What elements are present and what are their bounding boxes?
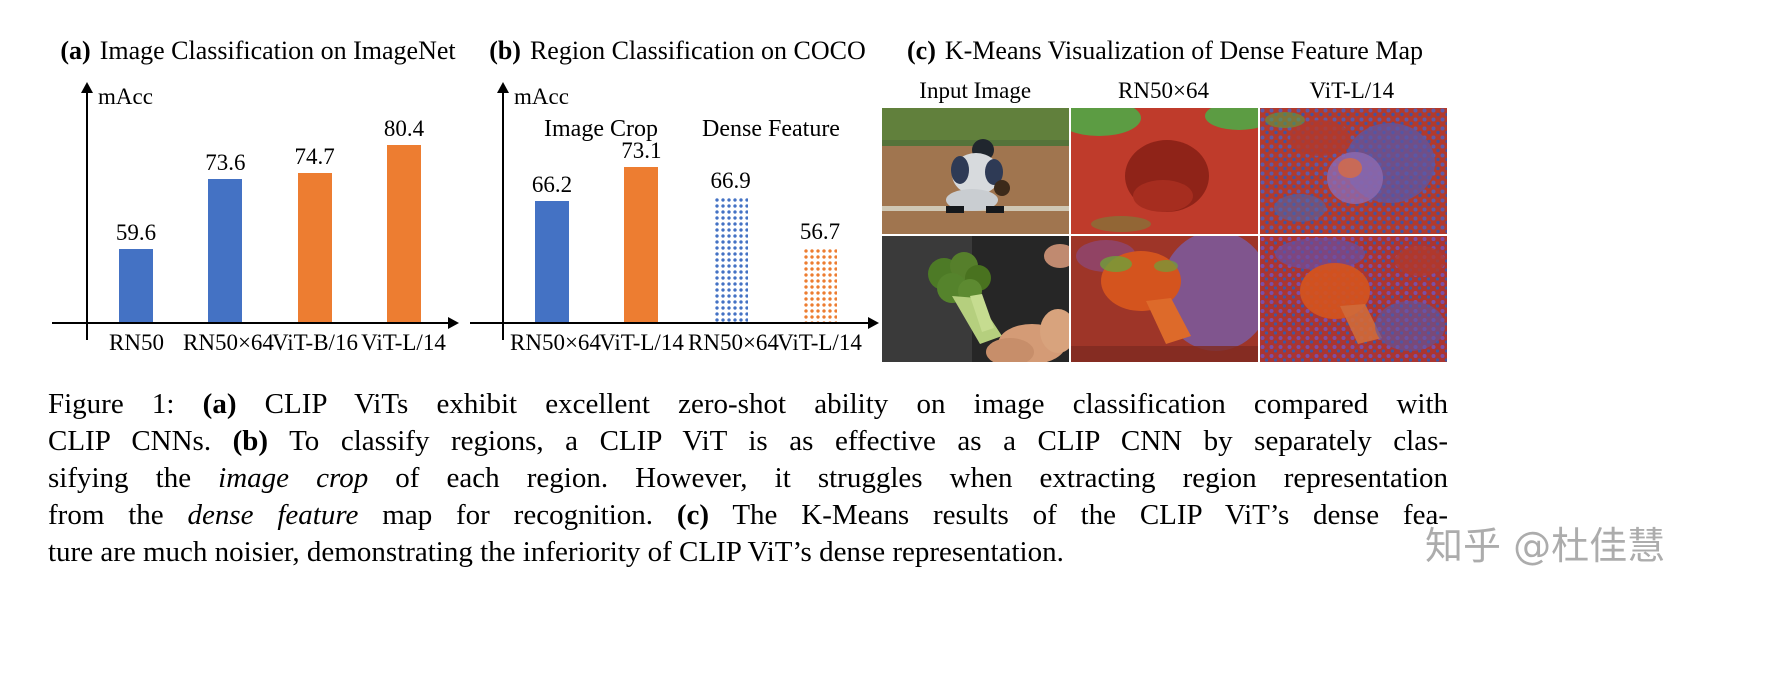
column-header-rn50x64: RN50×64: [1118, 78, 1209, 103]
x-tick-label: ViT-B/16: [272, 330, 358, 355]
bar-group-label: Dense Feature: [702, 116, 840, 142]
figure-caption: Figure 1: (a) CLIP ViTs exhibit excellen…: [48, 386, 1448, 571]
caption-text-segment: sifying the: [48, 462, 219, 494]
bar-value-label: 56.7: [799, 219, 841, 244]
bar-RN50×64-1: 73.6: [189, 150, 261, 322]
caption-line-4: from the dense feature map for recogniti…: [48, 497, 1448, 534]
kmeans-rn50x64-broccoli: [1071, 236, 1258, 362]
y-axis-arrow-icon: [497, 82, 509, 93]
caption-italic-segment: image crop: [218, 462, 369, 494]
bar-RN50×64-2: 66.9: [695, 168, 767, 322]
chart-a-label: (a): [60, 36, 91, 65]
chart-a-title-text: Image Classification on ImageNet: [99, 36, 456, 65]
y-axis-line: [502, 92, 504, 340]
x-axis-arrow-icon: [868, 317, 879, 329]
x-tick-label: ViT-L/14: [361, 330, 446, 355]
input-image-broccoli: [882, 236, 1069, 362]
x-axis-line: [470, 322, 870, 324]
bar-rect: [535, 201, 569, 322]
kmeans-rn50x64-catcher: [1071, 108, 1258, 234]
caption-italic-segment: dense feature: [187, 499, 359, 531]
bar-ViT-L/14-3: 56.7: [784, 219, 856, 322]
panel-c-title: (c) K-Means Visualization of Dense Featur…: [880, 36, 1450, 66]
caption-bold-segment: (b): [232, 425, 269, 457]
caption-text-segment: To classify regions, a CLIP ViT is as ef…: [268, 425, 1449, 457]
chart-region-classification-coco: (b) Region Classification on COCO mAcc Im…: [470, 30, 885, 395]
bar-value-label: 80.4: [383, 116, 425, 141]
chart-b-title: (b) Region Classification on COCO: [470, 36, 885, 66]
panel-kmeans-visualization: (c) K-Means Visualization of Dense Featur…: [880, 30, 1450, 362]
bar-rect: [713, 197, 748, 322]
bar-ViT-B/16-2: 74.7: [279, 144, 351, 322]
x-tick-label: RN50: [109, 330, 164, 355]
chart-b-ticks: RN50×64 ViT-L/14 RN50×64 ViT-L/14: [510, 330, 862, 356]
x-tick-label: RN50×64: [510, 330, 601, 355]
caption-text-segment: CLIP ViTs exhibit excellent zero-shot ab…: [236, 388, 1448, 420]
chart-a-ticks: RN50 RN50×64 ViT-B/16 ViT-L/14: [94, 330, 446, 356]
bar-rect: [208, 179, 243, 322]
chart-a-title: (a) Image Classification on ImageNet: [48, 36, 468, 66]
bar-group-label: Image Crop: [544, 116, 658, 142]
chart-b-plot: mAcc Image Crop Dense Feature 66.2 73.1 66.…: [470, 82, 885, 392]
column-header-vit-l14: ViT-L/14: [1309, 78, 1395, 103]
y-axis-line: [86, 92, 88, 340]
bar-value-label: 73.1: [621, 138, 662, 163]
x-tick-label: ViT-L/14: [777, 330, 862, 355]
bar-ViT-L/14-1: 73.1: [605, 138, 677, 322]
bar-value-label: 59.6: [115, 220, 157, 245]
panel-c-column-headers: Input Image RN50×64 ViT-L/14: [882, 78, 1447, 104]
x-axis-arrow-icon: [448, 317, 459, 329]
bar-rect: [119, 249, 153, 322]
bar-value-label: 74.7: [294, 144, 335, 169]
bar-rect: [297, 173, 332, 322]
caption-text-segment: Figure 1:: [48, 388, 203, 420]
y-axis-label: mAcc: [98, 84, 153, 109]
bar-value-label: 73.6: [205, 150, 246, 175]
column-header-input-image: Input Image: [919, 78, 1032, 103]
chart-a-bars: 59.6 73.6 74.7 80.4: [100, 116, 440, 322]
chart-b-label: (b): [489, 36, 521, 65]
x-axis-line: [52, 322, 450, 324]
panel-c-image-grid: [882, 108, 1447, 362]
y-axis-label: mAcc: [514, 84, 569, 109]
watermark: 知乎 @杜佳慧: [1425, 524, 1666, 568]
bar-rect: [624, 167, 659, 322]
kmeans-vit-l14-catcher: [1260, 108, 1447, 234]
caption-text-segment: The K-Means results of the CLIP ViT’s de…: [709, 499, 1448, 531]
bar-RN50-0: 59.6: [100, 220, 172, 322]
y-axis-arrow-icon: [81, 82, 93, 93]
chart-b-group-labels: Image Crop Dense Feature: [516, 116, 856, 143]
caption-text-segment: from the: [48, 499, 188, 531]
input-image-baseball-catcher: [882, 108, 1069, 234]
caption-line-1: Figure 1: (a) CLIP ViTs exhibit excellen…: [48, 386, 1448, 423]
caption-line-2: CLIP CNNs. (b) To classify regions, a CL…: [48, 423, 1448, 460]
bar-ViT-L/14-3: 80.4: [368, 116, 440, 322]
bar-RN50×64-0: 66.2: [516, 172, 588, 322]
bar-value-label: 66.2: [531, 172, 573, 197]
caption-line-5: ture are much noisier, demonstrating the…: [48, 534, 1448, 571]
x-tick-label: RN50×64: [688, 330, 779, 355]
bar-rect: [802, 248, 837, 322]
x-tick-label: RN50×64: [183, 330, 274, 355]
caption-line-3: sifying the image crop of each region. H…: [48, 460, 1448, 497]
chart-b-title-text: Region Classification on COCO: [529, 36, 866, 65]
x-tick-label: ViT-L/14: [599, 330, 684, 355]
panel-c-label: (c): [907, 36, 936, 65]
caption-text-segment: ture are much noisier, demonstrating the…: [48, 536, 1064, 568]
caption-bold-segment: (a): [202, 388, 237, 420]
caption-bold-segment: (c): [676, 499, 710, 531]
chart-b-bars: 66.2 73.1 66.9 56.7: [516, 138, 856, 322]
caption-text-segment: of each region. However, it struggles wh…: [368, 462, 1448, 494]
bar-value-label: 66.9: [710, 168, 751, 193]
panel-c-title-text: K-Means Visualization of Dense Feature M…: [944, 36, 1423, 65]
caption-text-segment: map for recognition.: [358, 499, 677, 531]
kmeans-vit-l14-broccoli: [1260, 236, 1447, 362]
chart-image-classification-imagenet: (a) Image Classification on ImageNet mAcc…: [48, 30, 468, 395]
caption-text-segment: CLIP CNNs.: [48, 425, 233, 457]
chart-a-plot: mAcc 59.6 73.6 74.7 80.4 RN50 RN50×64 ViT-B/1…: [48, 82, 468, 392]
bar-rect: [386, 145, 421, 322]
